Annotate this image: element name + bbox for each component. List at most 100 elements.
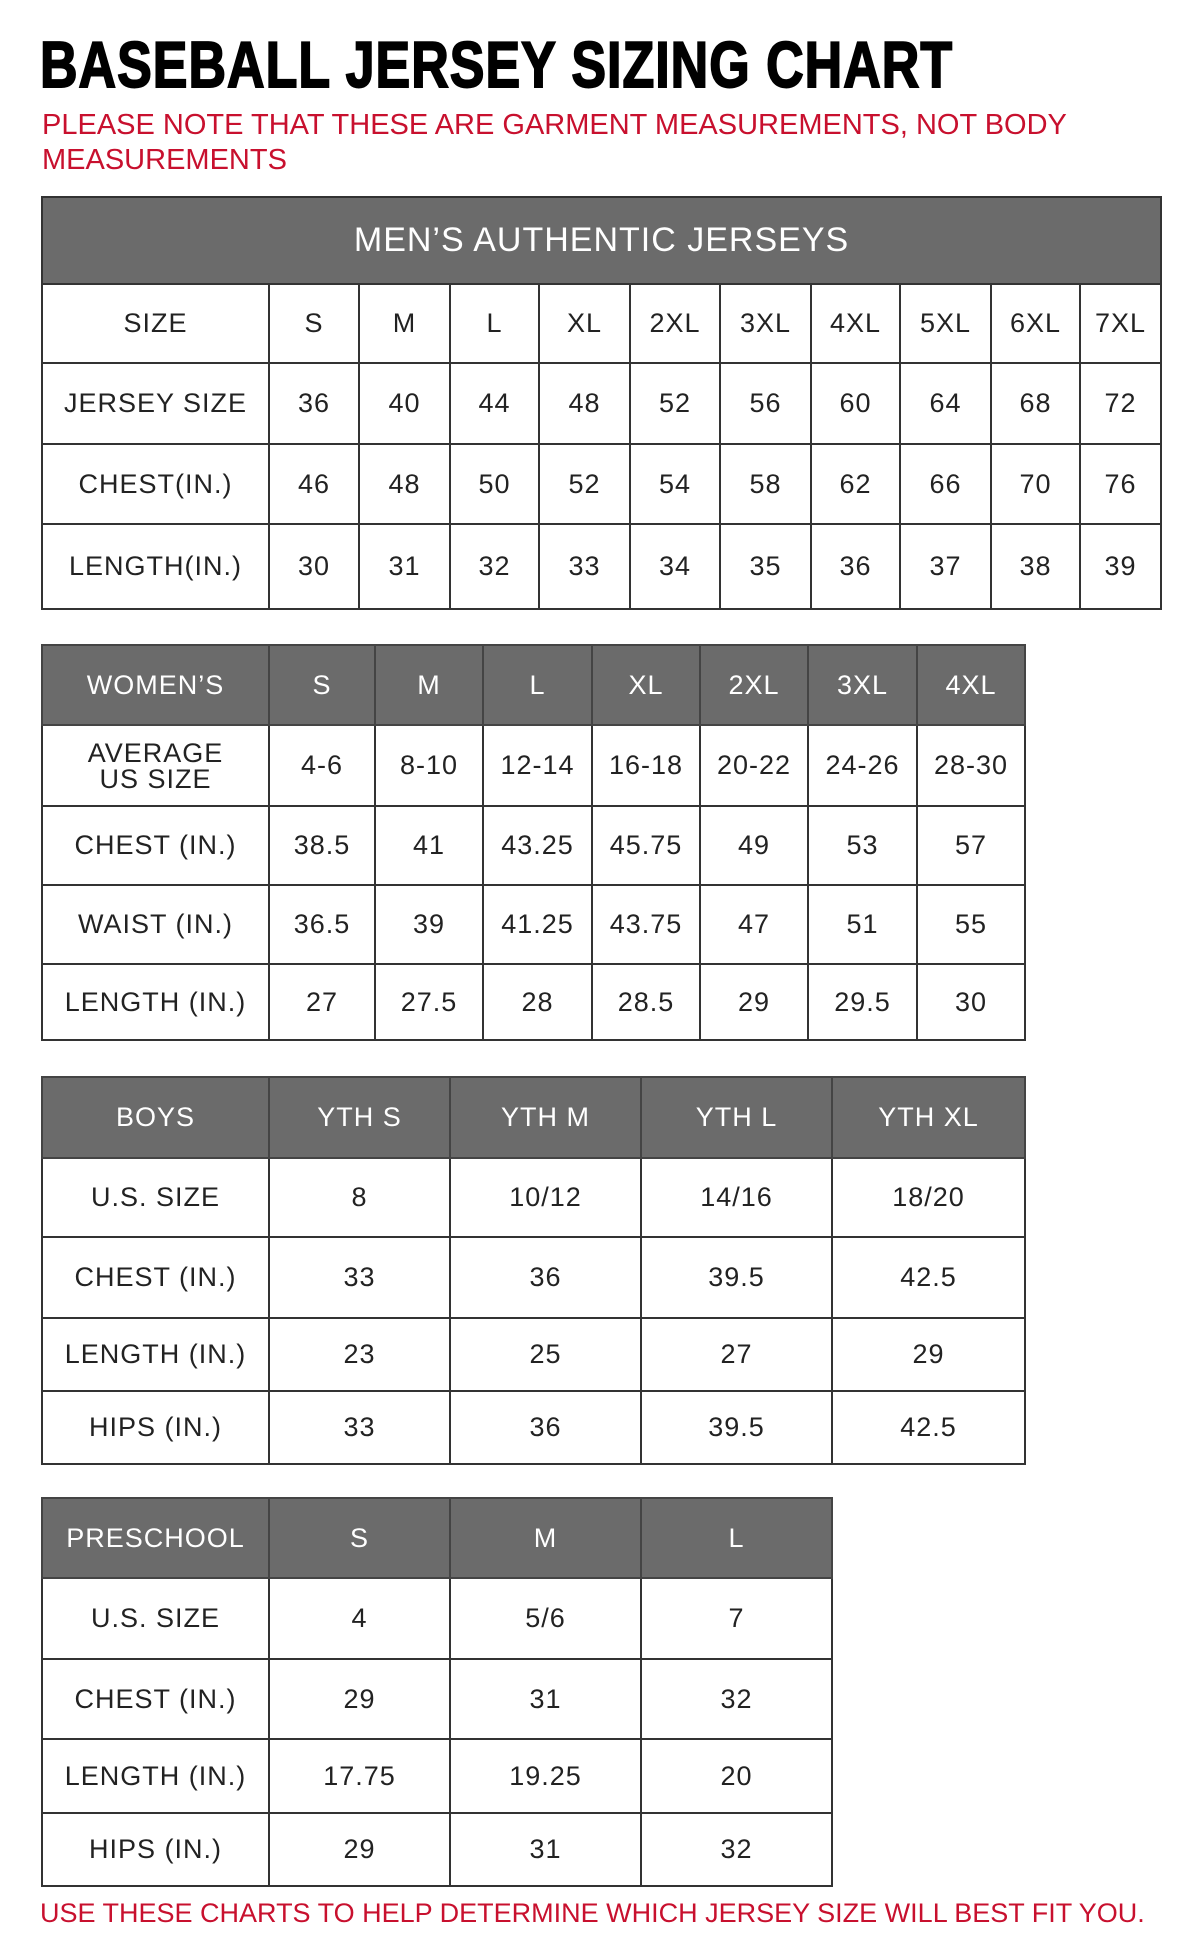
row-label: U.S. SIZE xyxy=(41,1157,270,1238)
row-label: HIPS (IN.) xyxy=(41,1390,270,1465)
table-cell: 29 xyxy=(831,1317,1026,1392)
table-cell: 42.5 xyxy=(831,1236,1026,1319)
table-cell: 52 xyxy=(629,362,721,445)
table-cell: 43.75 xyxy=(591,884,701,965)
row-label: LENGTH (IN.) xyxy=(41,1317,270,1392)
table-cell: 50 xyxy=(449,443,540,525)
row-label: WAIST (IN.) xyxy=(41,884,270,965)
header-row: BOYS YTH S YTH M YTH L YTH XL xyxy=(41,1076,1026,1159)
table-row: HIPS (IN.) 29 31 32 xyxy=(41,1812,833,1887)
table-cell: 27 xyxy=(268,963,376,1041)
table-cell: 52 xyxy=(538,443,631,525)
table-cell: 64 xyxy=(899,362,992,445)
table-cell: 46 xyxy=(268,443,360,525)
table-cell: 8 xyxy=(268,1157,451,1238)
table-row: LENGTH (IN.) 17.75 19.25 20 xyxy=(41,1738,833,1814)
column-header: 4XL xyxy=(810,283,901,364)
column-header: YTH XL xyxy=(831,1076,1026,1159)
row-label: CHEST (IN.) xyxy=(41,1658,270,1740)
footer-note: USE THESE CHARTS TO HELP DETERMINE WHICH… xyxy=(40,1898,1145,1928)
column-header: 2XL xyxy=(629,283,721,364)
table-row: LENGTH(IN.) 30 31 32 33 34 35 36 37 38 39 xyxy=(41,523,1163,610)
column-header: PRESCHOOL xyxy=(41,1497,270,1579)
table-cell: 57 xyxy=(916,805,1026,886)
preschool-size-table: PRESCHOOL S M L U.S. SIZE 4 5/6 7 CHEST (IN.) 29 3… xyxy=(41,1497,833,1887)
row-label: CHEST (IN.) xyxy=(41,805,270,886)
table-cell: 28-30 xyxy=(916,724,1026,807)
table-cell: 49 xyxy=(699,805,809,886)
table-cell: 25 xyxy=(449,1317,642,1392)
row-label: U.S. SIZE xyxy=(41,1577,270,1660)
column-header: XL xyxy=(538,283,631,364)
table-cell: 62 xyxy=(810,443,901,525)
table-cell: 33 xyxy=(538,523,631,610)
table-cell: 29 xyxy=(699,963,809,1041)
table-cell: 36 xyxy=(810,523,901,610)
table-cell: 51 xyxy=(807,884,918,965)
column-header: YTH M xyxy=(449,1076,642,1159)
table-cell: 41 xyxy=(374,805,484,886)
table-cell: 16-18 xyxy=(591,724,701,807)
table-cell: 44 xyxy=(449,362,540,445)
table-cell: 30 xyxy=(268,523,360,610)
table-cell: 23 xyxy=(268,1317,451,1392)
mens-size-table: MEN’S AUTHENTIC JERSEYS SIZE S M L XL 2XL 3XL 4X… xyxy=(40,196,1163,610)
table-cell: 29.5 xyxy=(807,963,918,1041)
table-cell: 29 xyxy=(268,1812,451,1887)
row-label: CHEST(IN.) xyxy=(41,443,270,525)
table-cell: 30 xyxy=(916,963,1026,1041)
column-header: XL xyxy=(591,644,701,726)
table-cell: 33 xyxy=(268,1390,451,1465)
table-cell: 39 xyxy=(374,884,484,965)
table-cell: 29 xyxy=(268,1658,451,1740)
table-cell: 70 xyxy=(990,443,1081,525)
table-cell: 40 xyxy=(358,362,451,445)
column-header: L xyxy=(449,283,540,364)
table-cell: 39.5 xyxy=(640,1390,833,1465)
table-cell: 54 xyxy=(629,443,721,525)
table-cell: 72 xyxy=(1078,362,1163,445)
table-cell: 53 xyxy=(807,805,918,886)
boys-size-table: BOYS YTH S YTH M YTH L YTH XL U.S. SIZE 8 10/12… xyxy=(41,1076,1026,1465)
table-cell: 43.25 xyxy=(482,805,593,886)
table-cell: 7 xyxy=(640,1577,833,1660)
column-header: SIZE xyxy=(41,283,270,364)
table-cell: 34 xyxy=(629,523,721,610)
table-cell: 39 xyxy=(1078,523,1163,610)
table-row: U.S. SIZE 4 5/6 7 xyxy=(41,1577,833,1660)
column-header: S xyxy=(268,1497,451,1579)
table-cell: 37 xyxy=(899,523,992,610)
column-header: YTH L xyxy=(640,1076,833,1159)
header-row: SIZE S M L XL 2XL 3XL 4XL 5XL 6XL 7XL xyxy=(41,283,1163,364)
table-row: CHEST (IN.) 33 36 39.5 42.5 xyxy=(41,1236,1026,1319)
table-cell: 58 xyxy=(719,443,812,525)
table-cell: 36 xyxy=(449,1236,642,1319)
table-cell: 36 xyxy=(449,1390,642,1465)
table-caption: MEN’S AUTHENTIC JERSEYS xyxy=(40,196,1163,285)
table-cell: 35 xyxy=(719,523,812,610)
table-cell: 31 xyxy=(449,1658,642,1740)
table-cell: 5/6 xyxy=(449,1577,642,1660)
column-header: M xyxy=(358,283,451,364)
table-cell: 19.25 xyxy=(449,1738,642,1814)
row-label: HIPS (IN.) xyxy=(41,1812,270,1887)
column-header: WOMEN’S xyxy=(41,644,270,726)
table-cell: 60 xyxy=(810,362,901,445)
column-header: L xyxy=(482,644,593,726)
table-cell: 41.25 xyxy=(482,884,593,965)
row-label: AVERAGE US SIZE xyxy=(41,724,270,807)
table-cell: 10/12 xyxy=(449,1157,642,1238)
table-row: AVERAGE US SIZE 4-6 8-10 12-14 16-18 20-22 24-… xyxy=(41,724,1026,807)
table-row: LENGTH (IN.) 27 27.5 28 28.5 29 29.5 30 xyxy=(41,963,1026,1041)
column-header: 7XL xyxy=(1078,283,1163,364)
column-header: YTH S xyxy=(268,1076,451,1159)
table-cell: 33 xyxy=(268,1236,451,1319)
table-cell: 20 xyxy=(640,1738,833,1814)
table-cell: 14/16 xyxy=(640,1157,833,1238)
table-cell: 48 xyxy=(538,362,631,445)
column-header: 4XL xyxy=(916,644,1026,726)
column-header: S xyxy=(268,644,376,726)
garment-note: PLEASE NOTE THAT THESE ARE GARMENT MEASU… xyxy=(42,109,1067,176)
table-cell: 45.75 xyxy=(591,805,701,886)
table-cell: 55 xyxy=(916,884,1026,965)
